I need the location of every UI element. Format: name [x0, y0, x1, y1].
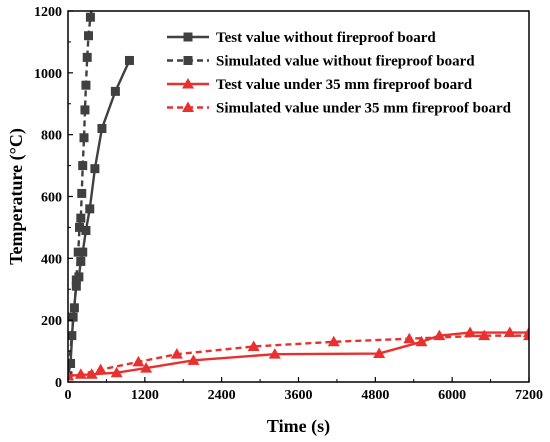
data-point — [68, 331, 77, 341]
data-point — [97, 123, 107, 133]
data-point — [74, 368, 87, 379]
x-tick-label: 3600 — [285, 388, 313, 403]
legend-item: Simulated value without fireproof board — [167, 54, 475, 70]
data-point — [94, 363, 107, 375]
series-line — [68, 331, 529, 378]
data-point — [76, 213, 86, 223]
series-2 — [68, 0, 97, 381]
x-tick-label: 1200 — [131, 388, 159, 403]
data-point — [68, 312, 78, 322]
data-point — [373, 347, 386, 359]
data-point — [88, 0, 97, 9]
legend-marker — [183, 32, 193, 42]
data-point — [68, 369, 74, 381]
data-point — [78, 161, 88, 171]
legend-item: Test value under 35 mm fireproof board — [167, 77, 473, 93]
y-tick-label: 600 — [41, 191, 62, 206]
data-point — [132, 355, 145, 367]
data-point — [75, 222, 85, 232]
data-point — [69, 303, 79, 313]
legend-label: Simulated value without fireproof board — [216, 54, 475, 70]
y-tick-label: 0 — [55, 376, 62, 391]
data-point — [85, 368, 98, 379]
data-point — [187, 354, 200, 365]
y-tick-label: 1200 — [34, 5, 62, 20]
data-point — [90, 164, 100, 174]
y-tick-label: 400 — [41, 252, 62, 267]
legend-item: Test value without fireproof board — [167, 30, 436, 46]
data-point — [82, 52, 92, 62]
data-point — [81, 80, 91, 90]
data-point — [85, 204, 95, 214]
series-3 — [68, 326, 529, 381]
series-line — [68, 334, 529, 378]
legend-item: Simulated value under 35 mm fireproof bo… — [167, 101, 512, 117]
data-point — [124, 55, 134, 65]
data-point — [415, 335, 428, 347]
x-tick-label: 0 — [65, 388, 72, 403]
data-point — [327, 335, 340, 347]
data-point — [77, 188, 87, 198]
data-point — [81, 226, 91, 236]
y-axis-title: Temperature (°C) — [6, 128, 27, 265]
x-tick-label: 4800 — [361, 388, 389, 403]
data-point — [403, 332, 416, 344]
data-point — [79, 133, 89, 143]
data-point — [110, 86, 120, 96]
data-point — [140, 362, 153, 373]
x-axis: 0 1200 2400 3600 4800 6000 7200 — [65, 377, 543, 403]
data-point — [71, 275, 81, 285]
data-point — [503, 326, 516, 338]
data-point — [83, 31, 93, 41]
legend-label: Test value under 35 mm fireproof board — [216, 77, 473, 93]
legend-marker — [182, 78, 194, 89]
data-point — [85, 12, 95, 22]
series-4 — [68, 329, 529, 381]
plot-series — [68, 0, 529, 381]
data-point — [523, 329, 529, 341]
data-point — [76, 256, 86, 266]
legend-label: Test value without fireproof board — [216, 30, 436, 46]
x-tick-label: 7200 — [515, 388, 543, 403]
data-point — [68, 358, 74, 368]
legend: Test value without fireproof board Simula… — [167, 30, 512, 117]
data-point — [268, 348, 281, 359]
data-point — [464, 326, 477, 338]
y-tick-label: 800 — [41, 129, 62, 144]
y-tick-label: 200 — [41, 314, 62, 329]
data-point — [478, 329, 491, 341]
legend-marker — [183, 56, 193, 65]
y-tick-label: 1000 — [34, 67, 62, 82]
x-axis-title: Time (s) — [267, 416, 330, 437]
data-point — [170, 348, 183, 359]
data-point — [73, 247, 83, 257]
y-axis: 0 200 400 600 800 1000 1200 — [34, 5, 73, 391]
legend-marker — [182, 101, 194, 112]
data-point — [110, 366, 123, 378]
data-point — [80, 105, 90, 115]
data-point — [247, 340, 260, 351]
x-tick-label: 2400 — [208, 388, 236, 403]
x-tick-label: 6000 — [438, 388, 466, 403]
legend-label: Simulated value under 35 mm fireproof bo… — [216, 101, 512, 117]
